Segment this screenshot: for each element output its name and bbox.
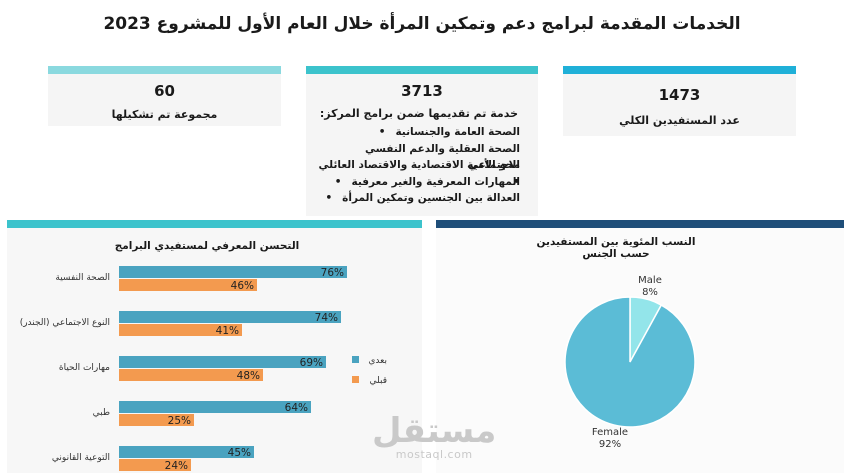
list-item: الصحة العقلية والدعم النفسي الاجتماعي [306,141,520,172]
services-count: 3713 [401,82,443,100]
groups-count: 60 [154,82,175,100]
bar-before [119,459,191,471]
watermark-latin: mostaql.com [395,448,473,461]
pie-slice-female [564,296,696,428]
category-label: النوع الاجتماعي (الجندر) [20,318,110,328]
bar-chart-accent [7,220,422,228]
legend-swatch [352,356,359,363]
beneficiaries-card: 1473 عدد المستفيدين الكلي [563,66,796,136]
bar-value-label: 24% [165,460,188,472]
bar-chart-title: التحسن المعرفي لمستفيدي البرامج [114,240,300,252]
bar-after [119,446,254,458]
bar-after [119,311,341,323]
pie-label-name: Female [592,427,628,438]
bar-before [119,414,194,426]
bar-after [119,266,347,278]
list-item: العدالة بين الجنسين وتمكين المرأة [306,190,520,207]
pie-chart-accent [436,220,844,228]
bar-value-label: 41% [216,325,239,337]
bar-value-label: 25% [168,415,191,427]
bar-before [119,324,242,336]
pie-label-value: 8% [642,287,658,298]
beneficiaries-card-accent [563,66,796,74]
legend-label: قبلي [370,376,388,386]
bar-value-label: 74% [315,312,338,324]
groups-label: مجموعة تم تشكيلها [111,108,218,121]
bar-value-label: 64% [285,402,308,414]
beneficiaries-count: 1473 [658,86,701,104]
bar-before [119,279,257,291]
list-item: محو الأمية الاقتصادية والاقتصاد العائلي [306,157,520,174]
groups-card-accent [48,66,281,74]
watermark-arabic: مستقل [372,411,497,451]
services-list: الصحة العامة والجنسانية الصحة العقلية وا… [306,124,520,207]
category-label: مهارات الحياة [59,363,110,373]
watermark: مستقل mostaql.com [372,414,496,461]
category-label: طبي [93,408,110,418]
bar-before [119,369,263,381]
category-label: التوعية القانوني [52,453,110,463]
legend-swatch [352,376,359,383]
pie-label-name: Male [638,275,662,286]
bar-value-label: 45% [228,447,251,459]
pie-chart-panel: النسب المئوية بين المستفيدين حسب الجنس M… [436,220,844,473]
bar-value-label: 69% [300,357,323,369]
groups-card: 60 مجموعة تم تشكيلها [48,66,281,126]
legend-label: بعدي [368,356,387,366]
page-title: الخدمات المقدمة لبرامج دعم وتمكين المرأة… [103,14,741,34]
list-item: المهارات المعرفية والغير معرفية [306,174,521,191]
bar-after [119,356,326,368]
bar-after [119,401,311,413]
bar-chart: الصحة النفسية 76% 46% النوع الاجتماعي (الجن… [20,266,388,472]
beneficiaries-label: عدد المستفيدين الكلي [619,114,740,127]
pie-chart-title: النسب المئوية بين المستفيدين حسب الجنس [536,236,696,260]
services-label: خدمة تم تقديمها ضمن برامج المركز: [319,107,518,120]
bar-value-label: 48% [237,370,260,382]
services-card: 3713 خدمة تم تقديمها ضمن برامج المركز: ا… [306,66,538,216]
bar-value-label: 46% [231,280,254,292]
pie-label-value: 92% [599,439,621,450]
category-label: الصحة النفسية [55,273,110,283]
bar-value-label: 76% [321,267,344,279]
bar-chart-panel: التحسن المعرفي لمستفيدي البرامج الصحة ال… [7,220,422,473]
list-item: الصحة العامة والجنسانية [306,124,520,141]
services-card-accent [306,66,538,74]
